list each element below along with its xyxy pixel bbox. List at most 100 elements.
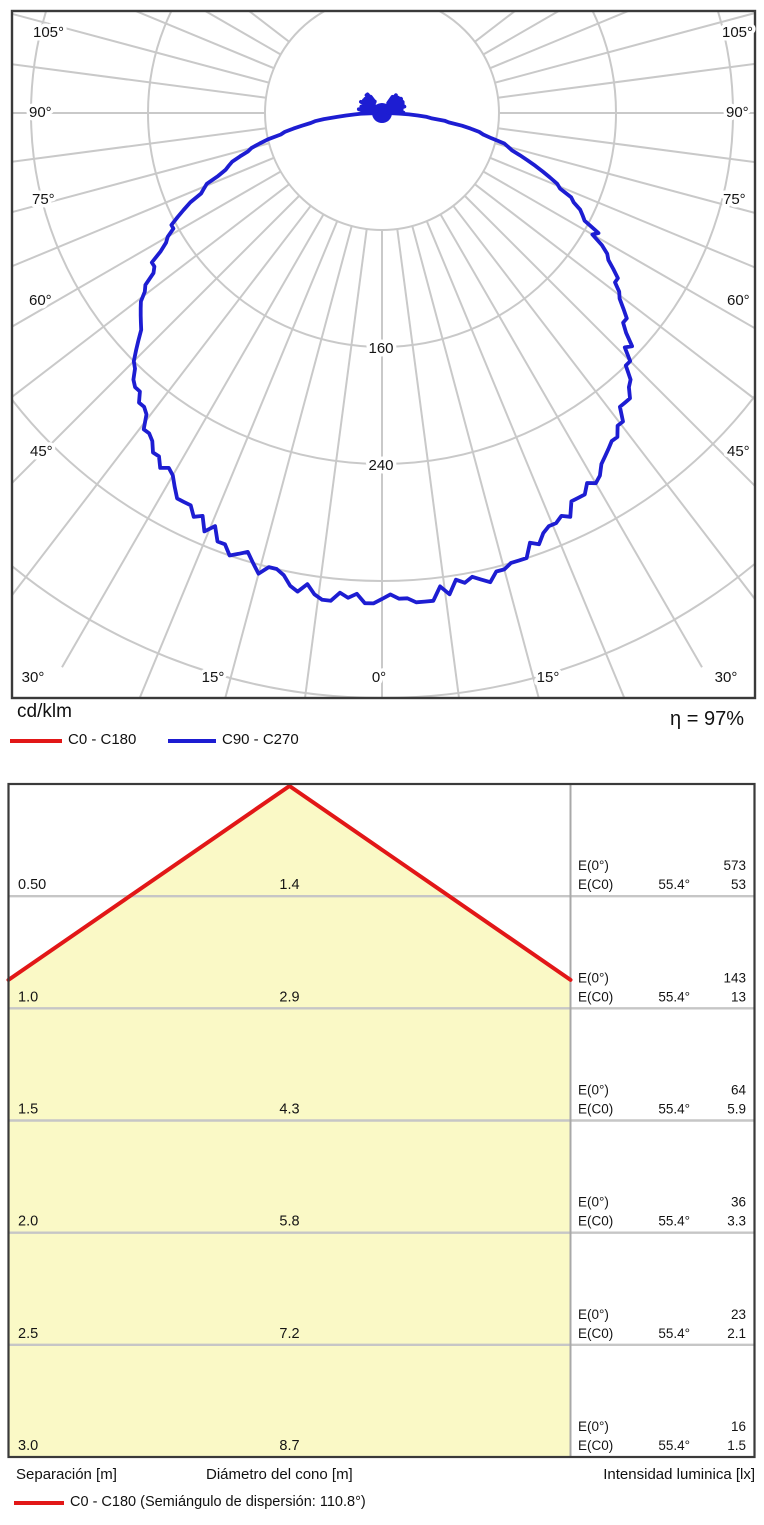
polar-spoke bbox=[135, 12, 275, 70]
angle-label-left: 45° bbox=[30, 443, 53, 460]
polar-spoke bbox=[304, 228, 368, 697]
diameter-value: 7.2 bbox=[279, 1326, 299, 1342]
ec0-angle-value: 55.4° bbox=[658, 877, 690, 892]
polar-spoke bbox=[474, 183, 754, 400]
polar-curve-c90-c270 bbox=[131, 92, 634, 606]
polar-spoke bbox=[494, 142, 754, 214]
polar-spoke bbox=[13, 156, 275, 267]
polar-grid bbox=[13, 12, 754, 697]
polar-spoke bbox=[497, 127, 754, 163]
diameter-value: 4.3 bbox=[279, 1102, 299, 1118]
e0-value: 36 bbox=[731, 1195, 746, 1210]
ec0-angle-value: 55.4° bbox=[658, 1438, 690, 1453]
polar-chart-canvas: 160 240 105° 90° 75° 60° 45° 105° 90° 75° 60° 45° 30… bbox=[10, 9, 757, 700]
polar-spoke bbox=[13, 63, 267, 99]
diameter-value: 8.7 bbox=[279, 1438, 299, 1454]
angle-label-bottom: 30° bbox=[715, 669, 738, 686]
ec0-angle-value: 55.4° bbox=[658, 989, 690, 1004]
legend-swatch-c0-c180-icon bbox=[10, 739, 62, 743]
ec0-label: E(C0) bbox=[578, 989, 613, 1004]
cone-beam-line-right bbox=[287, 784, 573, 982]
angle-label-right: 45° bbox=[727, 443, 750, 460]
column-header-intensity: Intensidad luminica [lx] bbox=[603, 1466, 755, 1483]
polar-spoke bbox=[13, 170, 282, 328]
cone-diagram-canvas: 0.50 1.4 E(0°) 573 E(C0) 55.4° 53 1.0 2.9 E(0°) 14… bbox=[6, 782, 756, 1459]
ec0-value: 3.3 bbox=[727, 1214, 746, 1229]
legend-label-c0-c180: C0 - C180 bbox=[68, 731, 137, 748]
angle-label-right: 75° bbox=[723, 191, 746, 208]
polar-spoke bbox=[13, 205, 312, 596]
polar-spoke bbox=[489, 156, 754, 269]
e0-value: 16 bbox=[731, 1419, 746, 1434]
diameter-value: 1.4 bbox=[279, 877, 299, 893]
diameter-value: 2.9 bbox=[279, 989, 299, 1005]
polar-spoke bbox=[13, 183, 290, 398]
angle-label-bottom: 30° bbox=[22, 669, 45, 686]
legend-swatch-c90-c270-icon bbox=[168, 739, 216, 743]
ec0-value: 2.1 bbox=[727, 1326, 746, 1341]
polar-spoke bbox=[61, 213, 325, 668]
e0-value: 64 bbox=[731, 1083, 747, 1098]
angle-label-left: 75° bbox=[32, 191, 55, 208]
e0-label: E(0°) bbox=[578, 1419, 609, 1434]
e0-value: 23 bbox=[731, 1307, 746, 1322]
polar-spoke bbox=[396, 228, 460, 697]
polar-spoke bbox=[13, 127, 267, 163]
polar-chart-border bbox=[10, 9, 757, 700]
cone-legend-swatch-icon bbox=[14, 1501, 64, 1505]
separation-value: 1.0 bbox=[18, 989, 38, 1005]
cone-legend-label: C0 - C180 (Semiángulo de dispersión: 110… bbox=[70, 1494, 366, 1510]
ec0-value: 1.5 bbox=[727, 1438, 746, 1453]
e0-label: E(0°) bbox=[578, 1307, 609, 1322]
polar-spoke bbox=[13, 13, 270, 84]
ring-label-240: 240 bbox=[368, 457, 393, 474]
polar-spoke bbox=[224, 225, 353, 697]
polar-spoke bbox=[464, 195, 754, 487]
diameter-value: 5.8 bbox=[279, 1214, 299, 1230]
ec0-angle-value: 55.4° bbox=[658, 1102, 690, 1117]
angle-label-bottom: 15° bbox=[537, 669, 560, 686]
e0-label: E(0°) bbox=[578, 858, 609, 873]
e0-value: 143 bbox=[723, 970, 746, 985]
polar-spoke bbox=[13, 142, 270, 213]
angle-label-right: 105° bbox=[722, 24, 753, 41]
ec0-label: E(C0) bbox=[578, 1214, 613, 1229]
efficiency-label: η = 97% bbox=[670, 708, 744, 730]
ec0-value: 53 bbox=[731, 877, 746, 892]
polar-spoke bbox=[489, 12, 629, 70]
angle-label-right: 90° bbox=[726, 104, 749, 121]
polar-spoke bbox=[139, 220, 339, 697]
polar-spoke bbox=[497, 63, 754, 99]
angle-label-left: 60° bbox=[29, 292, 52, 309]
angle-label-bottom: 15° bbox=[202, 669, 225, 686]
e0-label: E(0°) bbox=[578, 970, 609, 985]
column-header-separation: Separación [m] bbox=[16, 1466, 117, 1483]
e0-label: E(0°) bbox=[578, 1195, 609, 1210]
separation-value: 2.0 bbox=[18, 1214, 38, 1230]
e0-value: 573 bbox=[723, 858, 746, 873]
angle-label-left: 105° bbox=[33, 24, 64, 41]
ring-label-160: 160 bbox=[368, 340, 393, 357]
legend-label-c90-c270: C90 - C270 bbox=[222, 731, 299, 748]
unit-label: cd/klm bbox=[17, 701, 72, 722]
ec0-value: 5.9 bbox=[727, 1102, 746, 1117]
angle-label-right: 60° bbox=[727, 292, 750, 309]
polar-spoke bbox=[13, 195, 300, 484]
e0-label: E(0°) bbox=[578, 1083, 609, 1098]
angle-label-left: 90° bbox=[29, 104, 52, 121]
ec0-label: E(C0) bbox=[578, 1326, 613, 1341]
ec0-label: E(C0) bbox=[578, 1438, 613, 1453]
ec0-angle-value: 55.4° bbox=[658, 1326, 690, 1341]
column-header-diameter: Diámetro del cono [m] bbox=[206, 1466, 353, 1483]
ec0-angle-value: 55.4° bbox=[658, 1214, 690, 1229]
polar-spoke bbox=[494, 12, 754, 84]
ec0-label: E(C0) bbox=[578, 877, 613, 892]
ec0-label: E(C0) bbox=[578, 1102, 613, 1117]
cone-table-border bbox=[7, 782, 756, 1459]
cone-beam-line-left bbox=[6, 784, 292, 982]
polar-spoke bbox=[452, 205, 754, 600]
polar-spoke bbox=[411, 225, 540, 697]
polar-spoke bbox=[439, 213, 703, 668]
separation-value: 0.50 bbox=[18, 877, 46, 893]
